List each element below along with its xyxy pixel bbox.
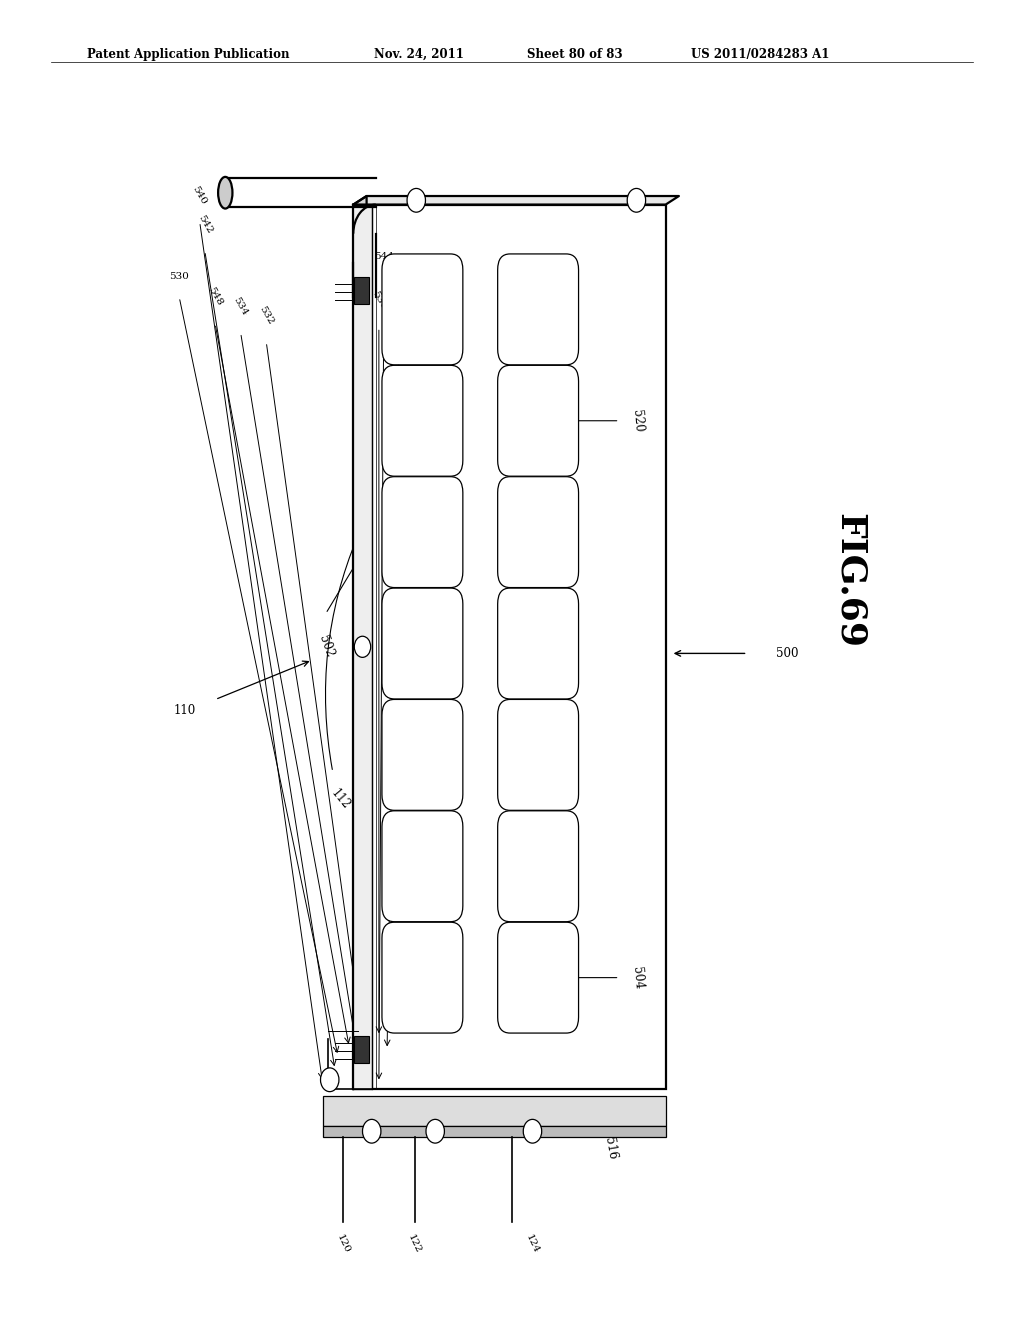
- FancyBboxPatch shape: [382, 810, 463, 921]
- FancyBboxPatch shape: [382, 923, 463, 1034]
- Text: Nov. 24, 2011: Nov. 24, 2011: [374, 48, 464, 61]
- Text: 120: 120: [335, 1233, 351, 1255]
- Text: 546: 546: [389, 289, 410, 298]
- Bar: [353, 205, 372, 1089]
- Text: Patent Application Publication: Patent Application Publication: [87, 48, 290, 61]
- Text: US 2011/0284283 A1: US 2011/0284283 A1: [691, 48, 829, 61]
- Text: 544: 544: [374, 252, 394, 261]
- Bar: [354, 277, 369, 304]
- Text: 530: 530: [169, 272, 189, 281]
- Circle shape: [407, 189, 426, 213]
- Circle shape: [321, 1068, 339, 1092]
- Circle shape: [354, 636, 371, 657]
- FancyBboxPatch shape: [382, 589, 463, 700]
- Text: 124: 124: [524, 1233, 541, 1255]
- FancyBboxPatch shape: [382, 477, 463, 587]
- FancyBboxPatch shape: [382, 700, 463, 810]
- Text: 520: 520: [630, 409, 645, 433]
- Circle shape: [426, 1119, 444, 1143]
- Text: 504: 504: [630, 966, 645, 990]
- FancyBboxPatch shape: [382, 253, 463, 364]
- Text: 516: 516: [602, 1137, 618, 1160]
- Text: 542: 542: [196, 214, 214, 235]
- Bar: [353, 205, 666, 1089]
- Ellipse shape: [218, 177, 232, 209]
- Text: 532: 532: [257, 305, 275, 326]
- Polygon shape: [353, 197, 367, 1089]
- Text: FIG.69: FIG.69: [833, 513, 867, 648]
- Text: 536: 536: [370, 290, 388, 312]
- Circle shape: [627, 189, 645, 213]
- FancyBboxPatch shape: [498, 589, 579, 700]
- FancyBboxPatch shape: [498, 810, 579, 921]
- Text: 110: 110: [173, 704, 196, 717]
- Text: 122: 122: [407, 1233, 423, 1255]
- FancyBboxPatch shape: [498, 700, 579, 810]
- Text: 112: 112: [328, 787, 352, 812]
- FancyBboxPatch shape: [498, 923, 579, 1034]
- Polygon shape: [353, 197, 679, 205]
- Text: 534: 534: [231, 296, 250, 317]
- Circle shape: [523, 1119, 542, 1143]
- FancyBboxPatch shape: [382, 366, 463, 477]
- Text: Sheet 80 of 83: Sheet 80 of 83: [527, 48, 623, 61]
- Text: 540: 540: [190, 185, 209, 206]
- Circle shape: [362, 1119, 381, 1143]
- Bar: [323, 1096, 666, 1126]
- FancyBboxPatch shape: [498, 366, 579, 477]
- FancyBboxPatch shape: [498, 477, 579, 587]
- Text: 500: 500: [776, 647, 799, 660]
- FancyBboxPatch shape: [498, 253, 579, 364]
- Bar: [354, 1036, 369, 1063]
- Text: 502: 502: [315, 634, 336, 659]
- Bar: [323, 1126, 666, 1137]
- Text: 548: 548: [206, 286, 224, 308]
